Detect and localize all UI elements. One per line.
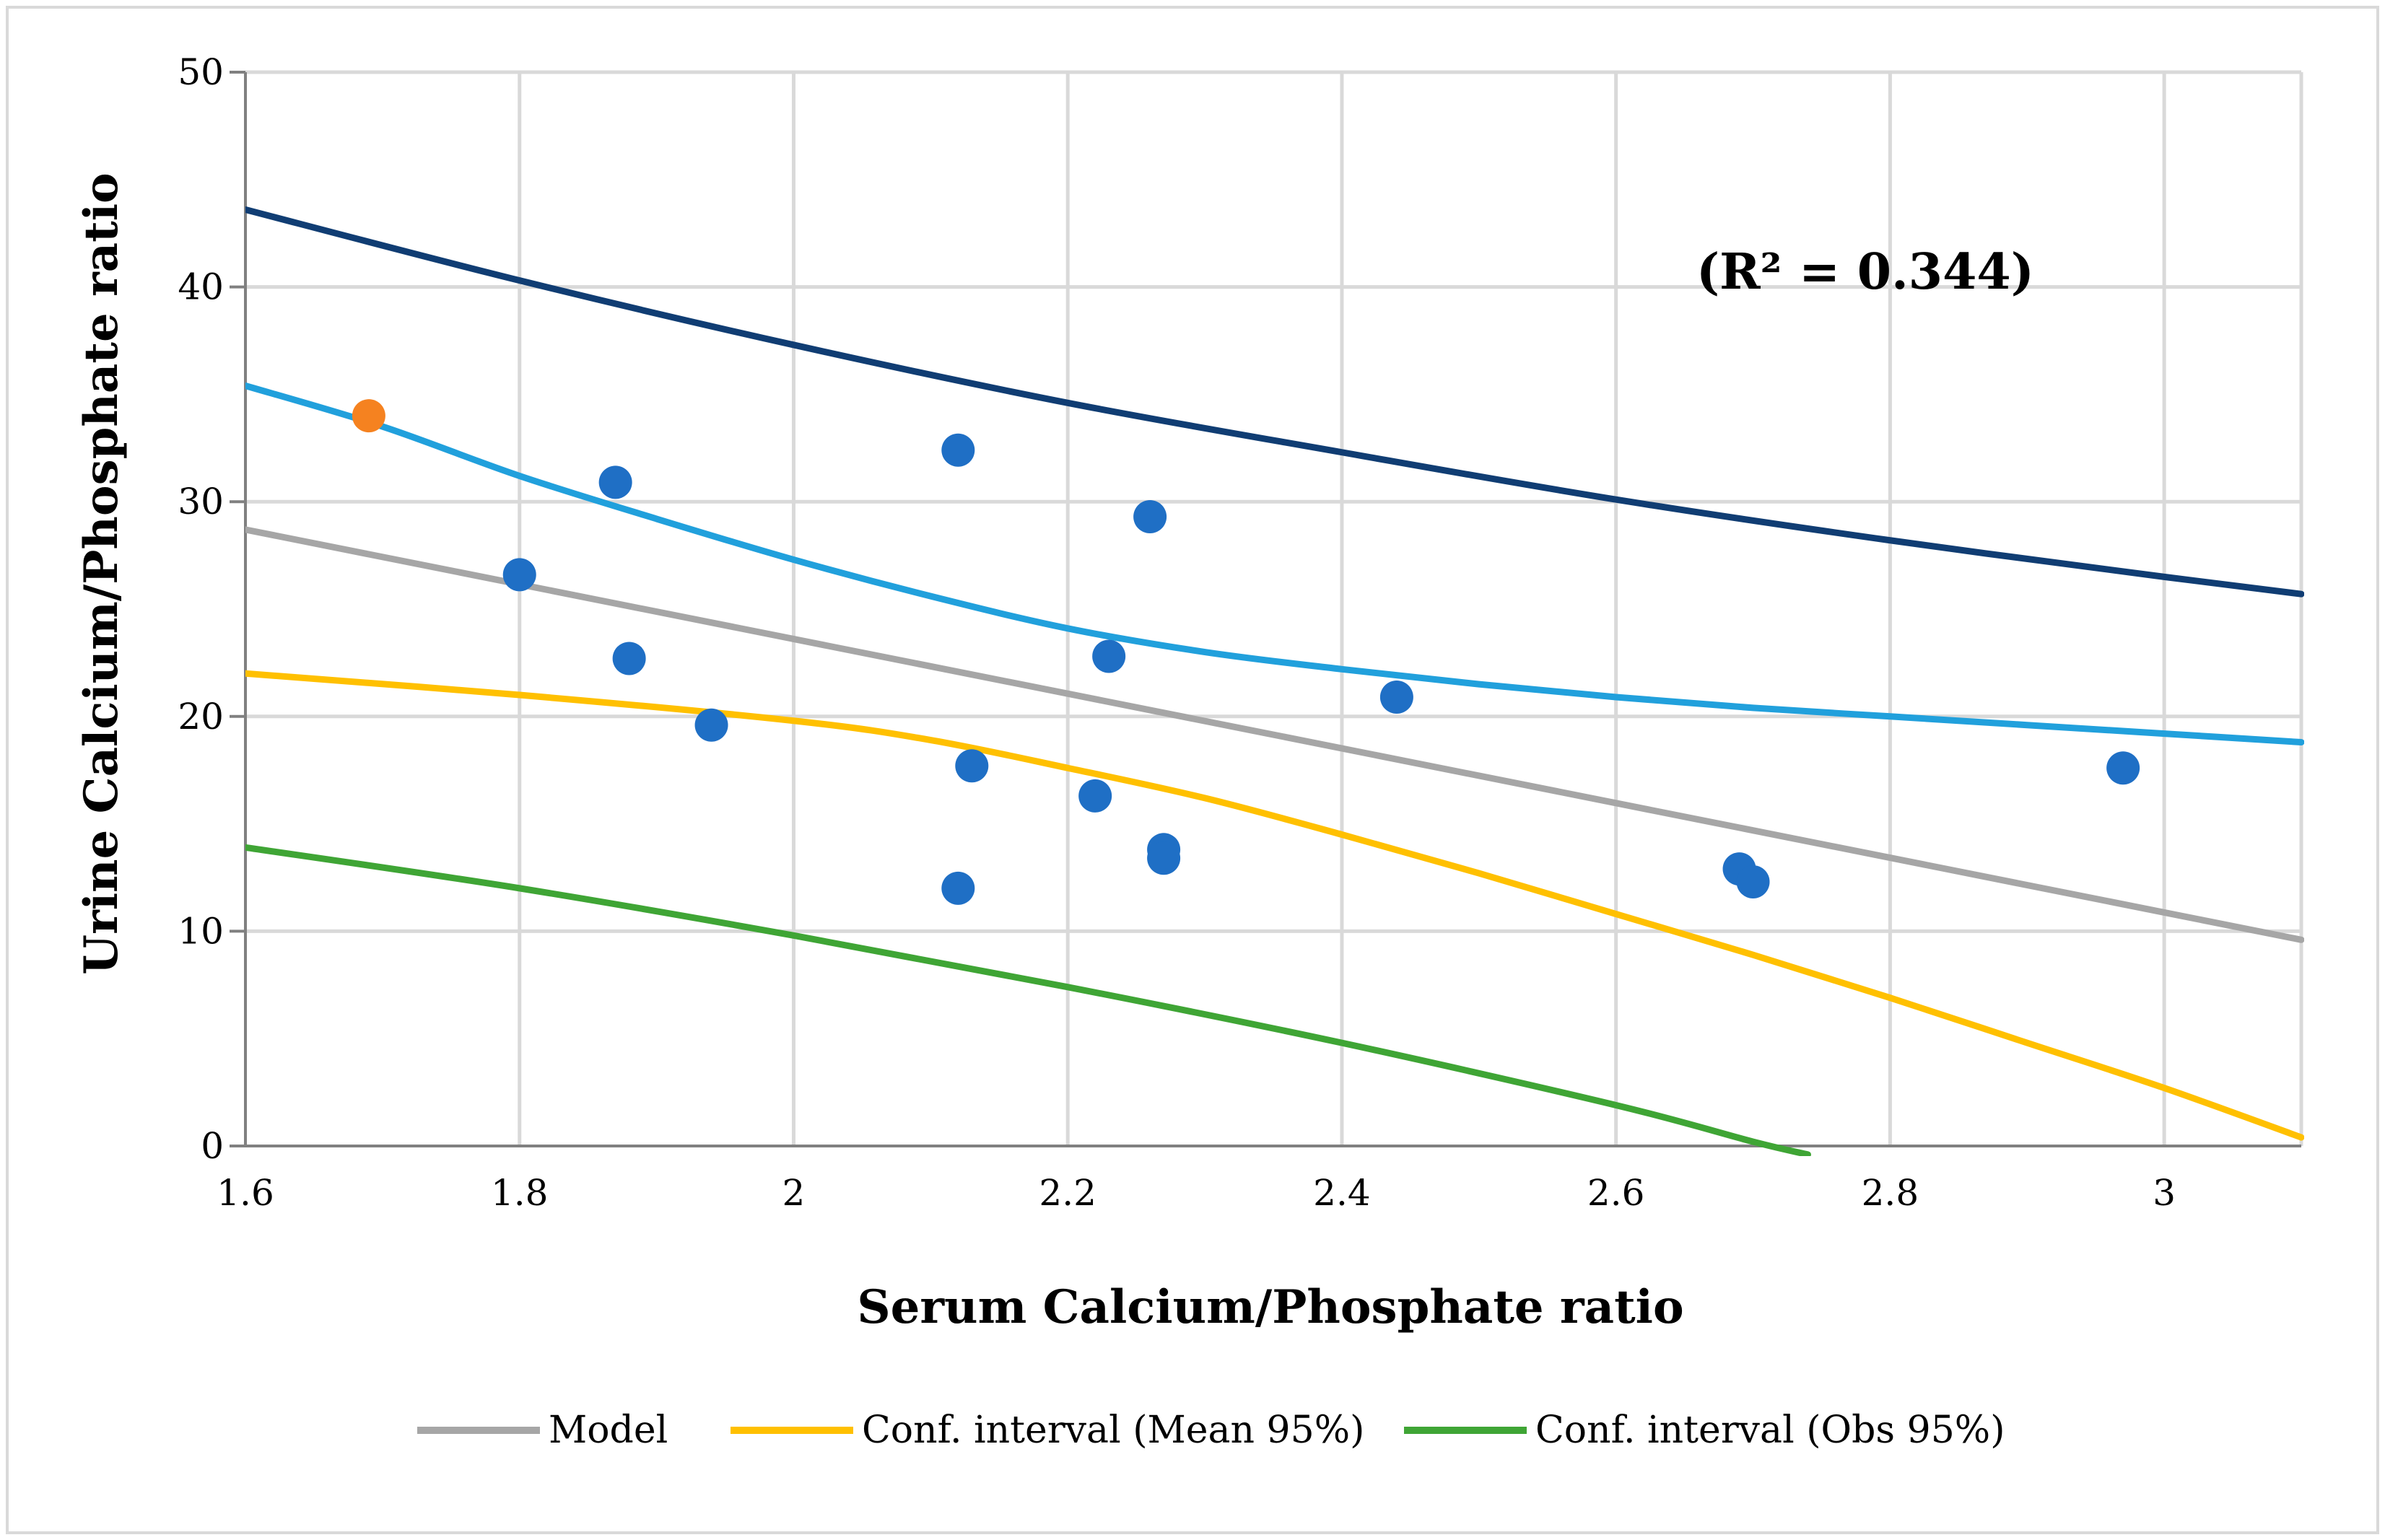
y-tick-label: 20 [178,696,224,738]
x-tick-label: 1.6 [217,1172,274,1214]
y-axis-title: Urine Calcium/Phosphate ratio [74,172,128,974]
data-point [1092,639,1126,673]
data-point [941,871,975,905]
x-tick-label: 2.6 [1587,1172,1645,1214]
y-tick-label: 50 [178,51,224,93]
x-axis-title: Serum Calcium/Phosphate ratio [857,1280,1683,1334]
x-tick-label: 2.4 [1313,1172,1371,1214]
data-points [352,399,2140,905]
legend-label: Model [549,1409,668,1452]
data-point [502,558,536,592]
x-tick-label: 3 [2153,1172,2176,1214]
grid-lines [245,70,2303,1146]
axes [230,71,2301,1147]
series-line-upper-mean-ci [245,382,2304,746]
data-point [1736,865,1770,898]
x-tick-label: 1.8 [491,1172,549,1214]
y-tick-label: 10 [178,910,224,952]
data-point [1147,841,1181,875]
annotation-r-squared: (R² = 0.344) [1696,243,2034,301]
x-tick-label: 2.2 [1039,1172,1096,1214]
data-point [694,708,728,742]
data-point [612,642,646,675]
data-point [598,465,632,499]
x-tick-label: 2.8 [1862,1172,1919,1214]
legend-label: Conf. interval (Obs 95%) [1535,1409,2005,1452]
series-lines [245,206,2304,1156]
series-line-upper-obs-ci [245,206,2304,598]
data-point [1133,500,1167,534]
y-tick-label: 0 [201,1125,224,1167]
data-point [1379,681,1413,714]
y-tick-label: 40 [178,266,224,308]
legend: Model Conf. interval (Mean 95%) Conf. inte… [417,1409,2005,1452]
data-point [941,433,975,467]
chart-frame [6,6,2379,1534]
data-point [1078,779,1112,813]
data-point [352,399,385,433]
series-line-conf-interval-mean-95 [245,670,2304,1141]
series-line-model [245,526,2304,943]
data-point [955,749,989,783]
tick-labels: 0 10 20 30 40 50 1.6 1.8 2 2.2 2.4 2.6 2.8 3 [178,51,2176,1214]
series-line-conf-interval-obs-95 [245,844,1811,1156]
data-point [2106,751,2140,785]
legend-label: Conf. interval (Mean 95%) [862,1409,1364,1452]
x-tick-label: 2 [782,1172,806,1214]
y-tick-label: 30 [178,481,224,522]
